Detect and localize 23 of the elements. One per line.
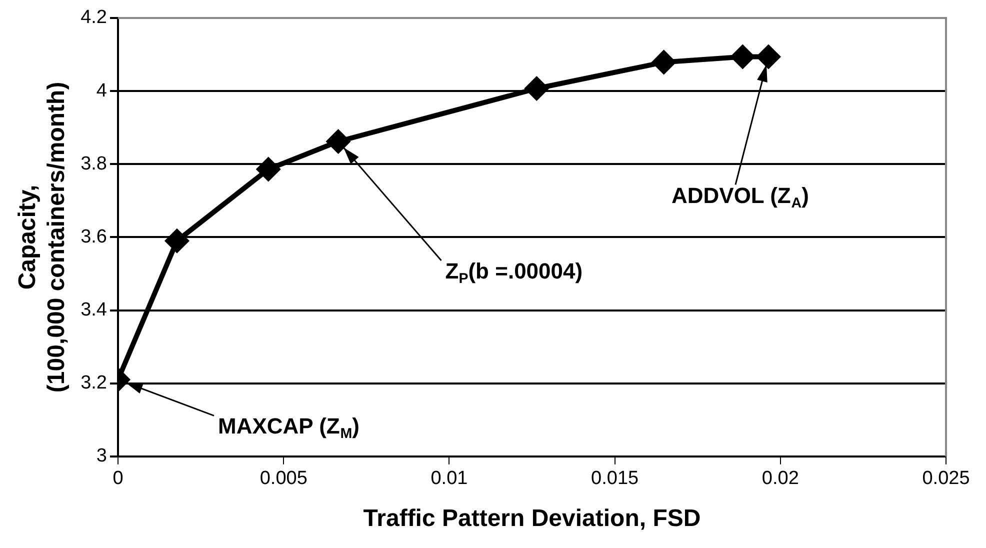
y-tick-label: 3.6: [80, 226, 108, 248]
x-tick-label: 0: [112, 468, 124, 490]
x-axis-title: Traffic Pattern Deviation, FSD: [363, 505, 701, 532]
y-tick-label: 4.2: [80, 7, 108, 28]
point: [525, 77, 548, 100]
x-tick-label: 0.015: [591, 468, 639, 490]
y-tick-label: 3.4: [80, 300, 108, 320]
y-tick-label: 4: [96, 80, 108, 102]
point: [756, 45, 780, 68]
x-tick-label: 0.01: [430, 468, 468, 490]
y-tick-label: 3.2: [80, 372, 108, 394]
y-tick-label: 3.8: [80, 153, 108, 174]
x-tick-label: 0.025: [922, 468, 970, 490]
point: [731, 45, 754, 68]
x-tick-label: 0.02: [762, 468, 799, 490]
x-tick-label: 0.005: [260, 468, 308, 490]
y-tick-label: 3: [96, 446, 108, 467]
point: [165, 229, 188, 252]
point: [326, 130, 350, 153]
text: Capacity,: [14, 184, 42, 290]
point: [652, 50, 676, 74]
point: [256, 158, 280, 181]
text: (100,000 containers/month): [42, 82, 70, 393]
